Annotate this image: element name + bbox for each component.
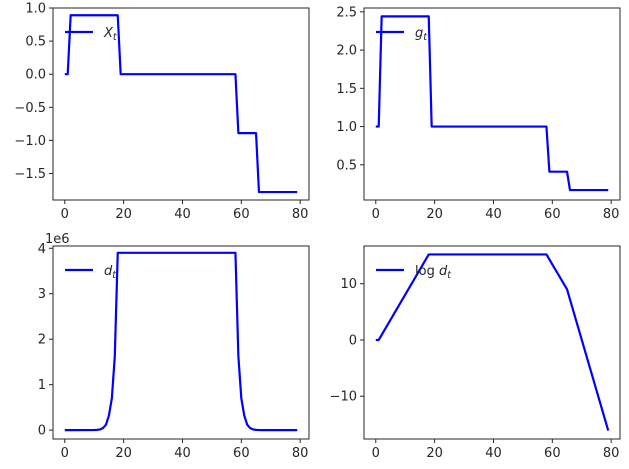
series-line-1 (376, 16, 608, 190)
plot-frame (53, 246, 309, 439)
y-tick-label: 3 (38, 287, 46, 302)
x-tick-label: 20 (115, 207, 132, 222)
x-tick-label: 40 (485, 446, 502, 461)
legend-label: Xt (103, 26, 118, 43)
y-tick-label: 0.0 (25, 68, 46, 83)
legend-label-symbol: g (415, 26, 423, 41)
y-tick-label: 1.0 (25, 2, 46, 17)
x-tick-label: 60 (233, 207, 250, 222)
legend-label-subscript: t (423, 32, 428, 43)
legend-label: log dt (415, 264, 452, 281)
y-tick-label: 2 (38, 333, 46, 348)
x-tick-label: 40 (485, 207, 502, 222)
x-tick-label: 80 (292, 446, 309, 461)
x-tick-label: 40 (174, 446, 191, 461)
y-tick-label: 1.0 (336, 120, 357, 135)
x-tick-label: 0 (372, 207, 380, 222)
y-tick-label: 10 (340, 277, 357, 292)
y-tick-label: −10 (330, 390, 357, 405)
legend-label: gt (415, 26, 428, 43)
legend-label-prefix: log (415, 264, 439, 279)
x-tick-label: 0 (61, 446, 69, 461)
series-line-1 (376, 254, 608, 430)
y-tick-label: 2.0 (336, 44, 357, 59)
series-line-1 (65, 15, 297, 192)
y-tick-label: 2.5 (336, 5, 357, 20)
x-tick-label: 20 (115, 446, 132, 461)
legend-label-subscript: t (447, 270, 452, 281)
x-tick-label: 60 (233, 446, 250, 461)
series-line-1 (65, 253, 297, 430)
y-tick-label: 0 (38, 424, 46, 439)
x-tick-label: 40 (174, 207, 191, 222)
chart-panel-top-left: 0 20 40 60 80 −1.5 −1.0 −0.5 0.0 0.5 1.0 Xt (14, 2, 309, 223)
y-tick-label: 0 (349, 333, 357, 348)
x-tick-label: 60 (544, 207, 561, 222)
y-tick-label: −0.5 (14, 101, 46, 116)
x-tick-label: 60 (544, 446, 561, 461)
y-offset-label: 1e6 (45, 232, 70, 247)
legend-label: dt (104, 264, 117, 281)
plot-frame (53, 8, 309, 200)
x-tick-label: 20 (426, 446, 443, 461)
y-tick-label: −1.5 (14, 167, 46, 182)
x-tick-label: 20 (426, 207, 443, 222)
legend-label-subscript: t (113, 32, 118, 43)
y-tick-label: 0.5 (336, 158, 357, 173)
y-tick-label: 0.5 (25, 35, 46, 50)
x-tick-label: 80 (292, 207, 309, 222)
y-tick-label: 1 (38, 378, 46, 393)
y-tick-label: −1.0 (14, 134, 46, 149)
y-tick-label: 1.5 (336, 82, 357, 97)
x-tick-label: 0 (61, 207, 69, 222)
plot-frame (364, 8, 620, 200)
x-tick-label: 0 (372, 446, 380, 461)
x-tick-label: 80 (603, 446, 620, 461)
chart-panel-top-right: 0 20 40 60 80 0.5 1.0 1.5 2.0 2.5 gt (336, 5, 620, 222)
x-tick-label: 80 (603, 207, 620, 222)
chart-panel-bottom-right: 0 20 40 60 80 −10 0 10 log dt (330, 246, 620, 461)
